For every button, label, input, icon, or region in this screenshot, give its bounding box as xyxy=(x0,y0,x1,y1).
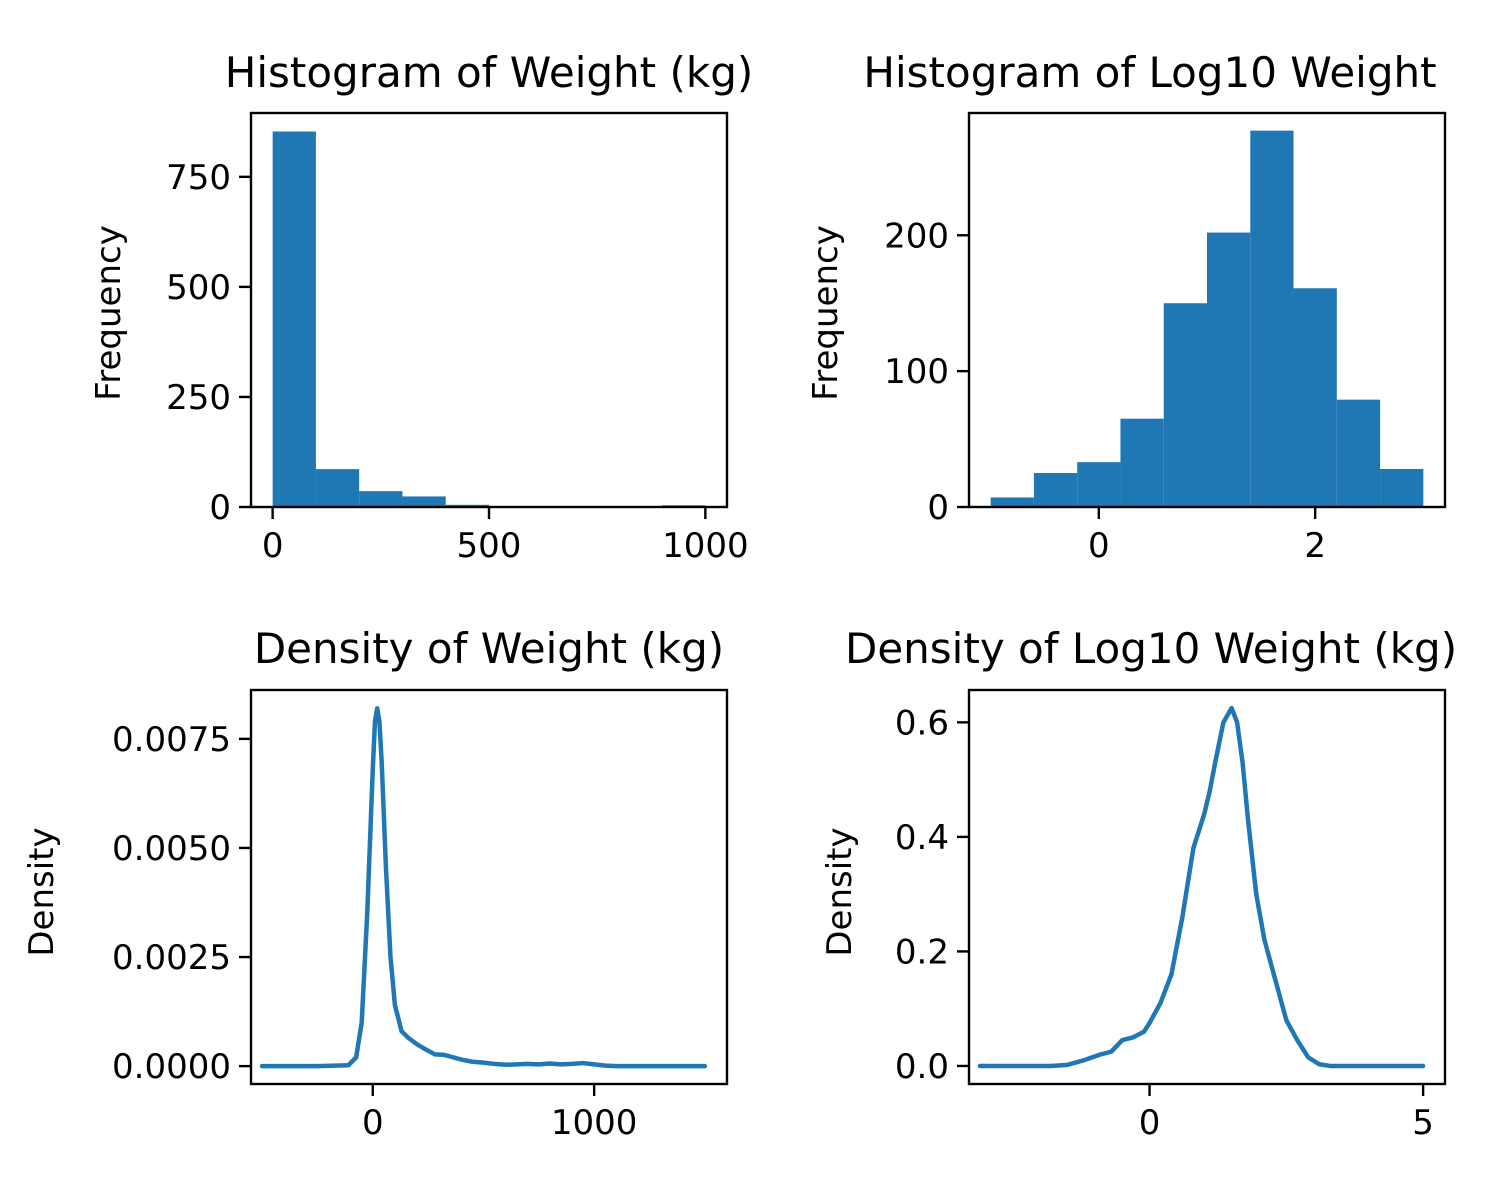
x-tick-label: 1000 xyxy=(551,1103,638,1143)
x-tick-label: 500 xyxy=(457,526,522,566)
y-tick-label: 0.2 xyxy=(895,932,949,972)
axes-frame xyxy=(967,688,1447,1086)
axis-ticks: 0 5 0.0 0.2 0.4 0.6 xyxy=(895,703,1434,1143)
x-tick-label: 5 xyxy=(1412,1103,1434,1143)
y-tick-label: 500 xyxy=(166,268,231,308)
x-tick-label: 0 xyxy=(1088,526,1110,566)
plot-title: Histogram of Weight (kg) xyxy=(225,48,754,97)
histogram-bar xyxy=(1207,232,1251,507)
density-curve xyxy=(977,705,1426,1069)
y-tick-label: 100 xyxy=(884,352,949,392)
histogram-bar xyxy=(359,491,403,507)
y-tick-label: 0.0025 xyxy=(112,938,231,978)
histogram-bars xyxy=(272,131,706,508)
axes-frame xyxy=(249,688,729,1086)
y-tick-label: 0.4 xyxy=(895,818,949,858)
plot-title: Density of Weight (kg) xyxy=(254,624,724,673)
x-tick-label: 0 xyxy=(262,526,284,566)
y-tick-label: 750 xyxy=(166,158,231,198)
panel-histogram-log10-weight: Histogram of Log10 Weight Frequency 0 2 0 1… xyxy=(806,48,1447,566)
y-tick-label: 250 xyxy=(166,378,231,418)
plot-title: Histogram of Log10 Weight xyxy=(863,48,1436,97)
histogram-bar xyxy=(402,496,446,507)
histogram-bar xyxy=(1163,303,1207,507)
x-tick-label: 2 xyxy=(1304,526,1326,566)
density-line xyxy=(977,705,1426,1069)
x-tick-label: 0 xyxy=(362,1103,384,1143)
y-tick-label: 0 xyxy=(927,488,949,528)
y-tick-label: 200 xyxy=(884,216,949,256)
histogram-bar xyxy=(1120,418,1164,507)
y-axis-label: Frequency xyxy=(806,225,846,401)
panel-density-weight: Density of Weight (kg) Density 0 1000 0.00… xyxy=(22,624,729,1143)
plot-title: Density of Log10 Weight (kg) xyxy=(845,624,1457,673)
axis-ticks: 0 2 0 100 200 xyxy=(884,216,1326,566)
y-tick-label: 0.0 xyxy=(895,1047,949,1087)
y-tick-label: 0 xyxy=(209,488,231,528)
axis-ticks: 0 1000 0.0000 0.0025 0.0050 0.0075 xyxy=(112,720,637,1143)
y-tick-label: 0.6 xyxy=(895,703,949,743)
histogram-bar xyxy=(272,131,316,508)
histogram-bar xyxy=(1250,130,1294,507)
density-line xyxy=(259,706,708,1069)
axes-frame xyxy=(249,111,729,509)
histogram-bar xyxy=(1033,473,1078,507)
density-curve xyxy=(259,706,708,1069)
histogram-bar xyxy=(1077,462,1121,507)
panel-density-log10-weight: Density of Log10 Weight (kg) Density 0 50… xyxy=(820,624,1457,1143)
histogram-bar xyxy=(1293,288,1337,507)
y-tick-label: 0.0050 xyxy=(112,829,231,869)
y-axis-label: Density xyxy=(22,827,62,956)
panel-histogram-weight: Histogram of Weight (kg) Frequency 0 500 1… xyxy=(89,48,753,566)
histogram-bar xyxy=(315,469,360,507)
axes-frame xyxy=(967,111,1447,509)
x-tick-label: 1000 xyxy=(662,526,749,566)
histogram-bar xyxy=(1336,399,1381,507)
histogram-bar xyxy=(990,497,1034,507)
y-axis-label: Density xyxy=(820,827,860,956)
y-axis-label: Frequency xyxy=(89,225,129,401)
y-tick-label: 0.0000 xyxy=(112,1047,231,1087)
x-tick-label: 0 xyxy=(1139,1103,1161,1143)
y-tick-label: 0.0075 xyxy=(112,720,231,760)
axis-ticks: 0 500 1000 0 250 500 750 xyxy=(166,158,749,566)
histogram-bars xyxy=(990,130,1424,507)
histogram-bar xyxy=(1380,468,1424,507)
